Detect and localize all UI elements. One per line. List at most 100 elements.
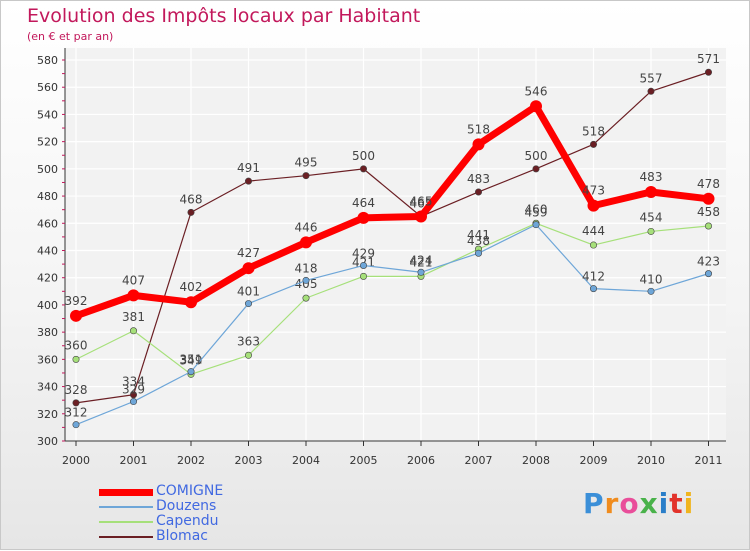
data-label-capendu-2002: 349 (180, 353, 203, 367)
y-tick-label-580: 580 (37, 54, 58, 67)
data-label-douzens-2011: 423 (697, 255, 720, 269)
x-tick-label-2003: 2003 (235, 454, 263, 467)
point-douzens-2009 (589, 285, 597, 293)
data-label-capendu-2008: 460 (525, 202, 548, 216)
y-tick-label-520: 520 (37, 136, 58, 149)
point-comigne-2003 (242, 262, 255, 275)
y-tick-label-400: 400 (37, 299, 58, 312)
point-comigne-2005 (357, 211, 370, 224)
data-label-comigne-2003: 427 (237, 246, 260, 260)
point-comigne-2010 (645, 185, 657, 198)
data-label-comigne-2004: 446 (295, 220, 318, 234)
data-label-blomac-2000: 328 (65, 383, 88, 397)
y-tick-label-500: 500 (37, 163, 58, 176)
point-capendu-2010 (647, 227, 655, 235)
y-tick-label-440: 440 (37, 245, 58, 258)
point-blomac-2007 (474, 188, 482, 196)
point-capendu-2004 (302, 294, 310, 302)
legend-item-douzens: Douzens (99, 498, 359, 514)
x-tick-label-2009: 2009 (580, 454, 608, 467)
data-label-capendu-2001: 381 (122, 310, 145, 324)
legend-item-capendu: Capendu (99, 513, 359, 529)
data-label-douzens-2005: 429 (352, 246, 375, 260)
data-label-blomac-2011: 571 (697, 52, 720, 66)
y-tick-label-480: 480 (37, 190, 58, 203)
legend-item-comigne: COMIGNE (99, 483, 359, 499)
series-line-douzens (75, 224, 710, 426)
data-label-comigne-2009: 473 (582, 184, 605, 198)
data-label-douzens-2000: 312 (65, 406, 88, 420)
y-tick-label-360: 360 (37, 353, 58, 366)
data-label-douzens-2009: 412 (582, 270, 605, 284)
y-tick-label-560: 560 (37, 81, 58, 94)
chart-title: Evolution des Impôts locaux par Habitant (27, 5, 421, 27)
data-label-capendu-2006: 421 (410, 255, 433, 269)
series-line-blomac (75, 71, 710, 404)
data-label-douzens-2003: 401 (237, 285, 260, 299)
legend-swatch-blomac (99, 529, 153, 544)
series-line-comigne (72, 102, 712, 320)
point-comigne-2001 (127, 289, 140, 302)
x-tick-label-2001: 2001 (120, 454, 148, 467)
point-capendu-2000 (72, 355, 80, 363)
legend-label-douzens: Douzens (156, 498, 217, 514)
data-label-douzens-2010: 410 (640, 272, 663, 286)
chart-legend: COMIGNE Douzens Capendu Blomac (99, 483, 359, 544)
point-blomac-2009 (589, 140, 597, 148)
point-blomac-2003 (245, 177, 253, 185)
x-tick-label-2000: 2000 (62, 454, 90, 467)
y-tick-label-340: 340 (37, 381, 58, 394)
point-comigne-2004 (300, 236, 312, 249)
point-capendu-2009 (589, 241, 597, 249)
point-comigne-2002 (185, 296, 197, 309)
legend-label-comigne: COMIGNE (156, 483, 224, 499)
x-tick-label-2006: 2006 (407, 454, 435, 467)
x-tick-label-2010: 2010 (637, 454, 665, 467)
legend-item-blomac: Blomac (99, 528, 359, 544)
point-capendu-2003 (245, 351, 253, 359)
proxiti-logo: Proxiti (583, 487, 695, 520)
data-label-blomac-2009: 518 (582, 124, 605, 138)
legend-label-blomac: Blomac (156, 528, 208, 544)
data-label-douzens-2002: 351 (180, 353, 203, 367)
y-tick-label-420: 420 (37, 272, 58, 285)
point-douzens-2005 (359, 261, 367, 269)
data-label-comigne-2008: 546 (525, 84, 548, 98)
legend-swatch-douzens (99, 499, 153, 514)
point-douzens-2000 (72, 421, 80, 429)
data-label-comigne-2005: 464 (352, 196, 375, 210)
point-douzens-2003 (245, 300, 253, 308)
point-douzens-2001 (130, 398, 138, 406)
data-label-capendu-2003: 363 (237, 334, 260, 348)
data-label-blomac-2001: 334 (122, 375, 145, 389)
legend-swatch-comigne (99, 484, 153, 499)
x-tick-label-2004: 2004 (292, 454, 320, 467)
data-label-capendu-2007: 441 (467, 228, 490, 242)
point-comigne-2007 (472, 138, 485, 151)
point-douzens-2006 (417, 268, 425, 276)
point-capendu-2001 (130, 327, 138, 335)
point-blomac-2005 (359, 165, 367, 173)
point-blomac-2002 (187, 208, 195, 216)
data-label-douzens-2001: 329 (122, 383, 145, 397)
point-blomac-2011 (704, 68, 712, 76)
data-label-blomac-2010: 557 (640, 71, 663, 85)
point-comigne-2009 (587, 199, 600, 212)
point-comigne-2006 (415, 210, 427, 223)
x-tick-label-2008: 2008 (522, 454, 550, 467)
point-douzens-2008 (532, 221, 540, 229)
data-label-blomac-2005: 500 (352, 149, 375, 163)
plot-area (65, 48, 726, 441)
point-capendu-2011 (704, 222, 712, 230)
point-blomac-2004 (302, 172, 310, 180)
point-douzens-2002 (187, 368, 195, 376)
point-douzens-2007 (474, 249, 482, 257)
data-label-comigne-2000: 392 (65, 294, 88, 308)
legend-label-capendu: Capendu (156, 513, 219, 529)
point-capendu-2005 (359, 272, 367, 280)
point-comigne-2000 (70, 309, 82, 322)
point-blomac-2001 (130, 391, 138, 399)
x-tick-label-2002: 2002 (177, 454, 205, 467)
